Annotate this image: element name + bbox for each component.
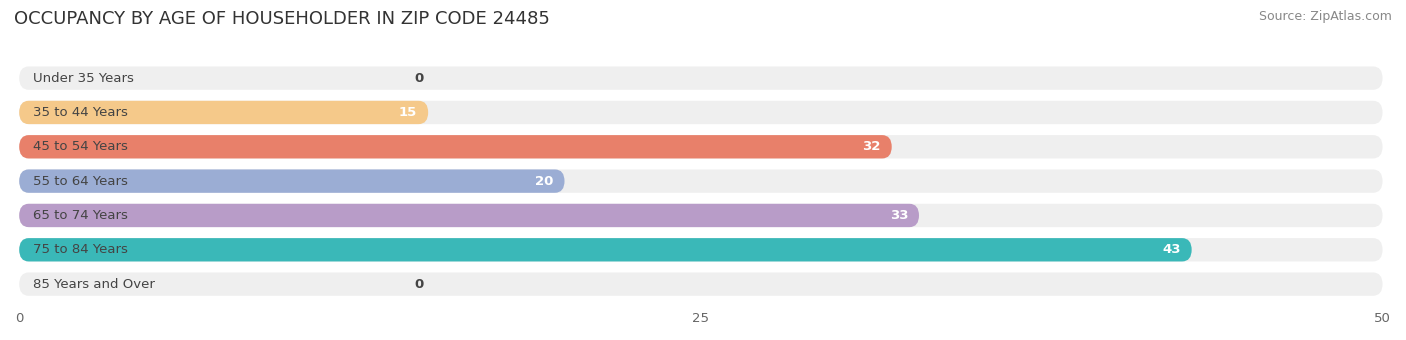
Text: 75 to 84 Years: 75 to 84 Years: [32, 243, 128, 256]
FancyBboxPatch shape: [20, 238, 1382, 261]
FancyBboxPatch shape: [20, 272, 1382, 296]
FancyBboxPatch shape: [20, 204, 920, 227]
Text: 43: 43: [1163, 243, 1181, 256]
FancyBboxPatch shape: [20, 135, 1382, 158]
Text: 20: 20: [536, 175, 554, 188]
FancyBboxPatch shape: [20, 169, 1382, 193]
FancyBboxPatch shape: [20, 238, 1192, 261]
FancyBboxPatch shape: [20, 169, 565, 193]
Text: 33: 33: [890, 209, 908, 222]
FancyBboxPatch shape: [20, 101, 429, 124]
Text: 65 to 74 Years: 65 to 74 Years: [32, 209, 128, 222]
FancyBboxPatch shape: [20, 101, 1382, 124]
FancyBboxPatch shape: [20, 135, 891, 158]
Text: 32: 32: [862, 140, 880, 153]
FancyBboxPatch shape: [20, 66, 1382, 90]
Text: 35 to 44 Years: 35 to 44 Years: [32, 106, 128, 119]
FancyBboxPatch shape: [20, 204, 1382, 227]
Text: 85 Years and Over: 85 Years and Over: [32, 278, 155, 291]
Text: 0: 0: [415, 278, 423, 291]
Text: 55 to 64 Years: 55 to 64 Years: [32, 175, 128, 188]
Text: 15: 15: [399, 106, 418, 119]
Text: Source: ZipAtlas.com: Source: ZipAtlas.com: [1258, 10, 1392, 23]
Text: 0: 0: [415, 72, 423, 85]
Text: OCCUPANCY BY AGE OF HOUSEHOLDER IN ZIP CODE 24485: OCCUPANCY BY AGE OF HOUSEHOLDER IN ZIP C…: [14, 10, 550, 28]
Text: Under 35 Years: Under 35 Years: [32, 72, 134, 85]
Text: 45 to 54 Years: 45 to 54 Years: [32, 140, 128, 153]
